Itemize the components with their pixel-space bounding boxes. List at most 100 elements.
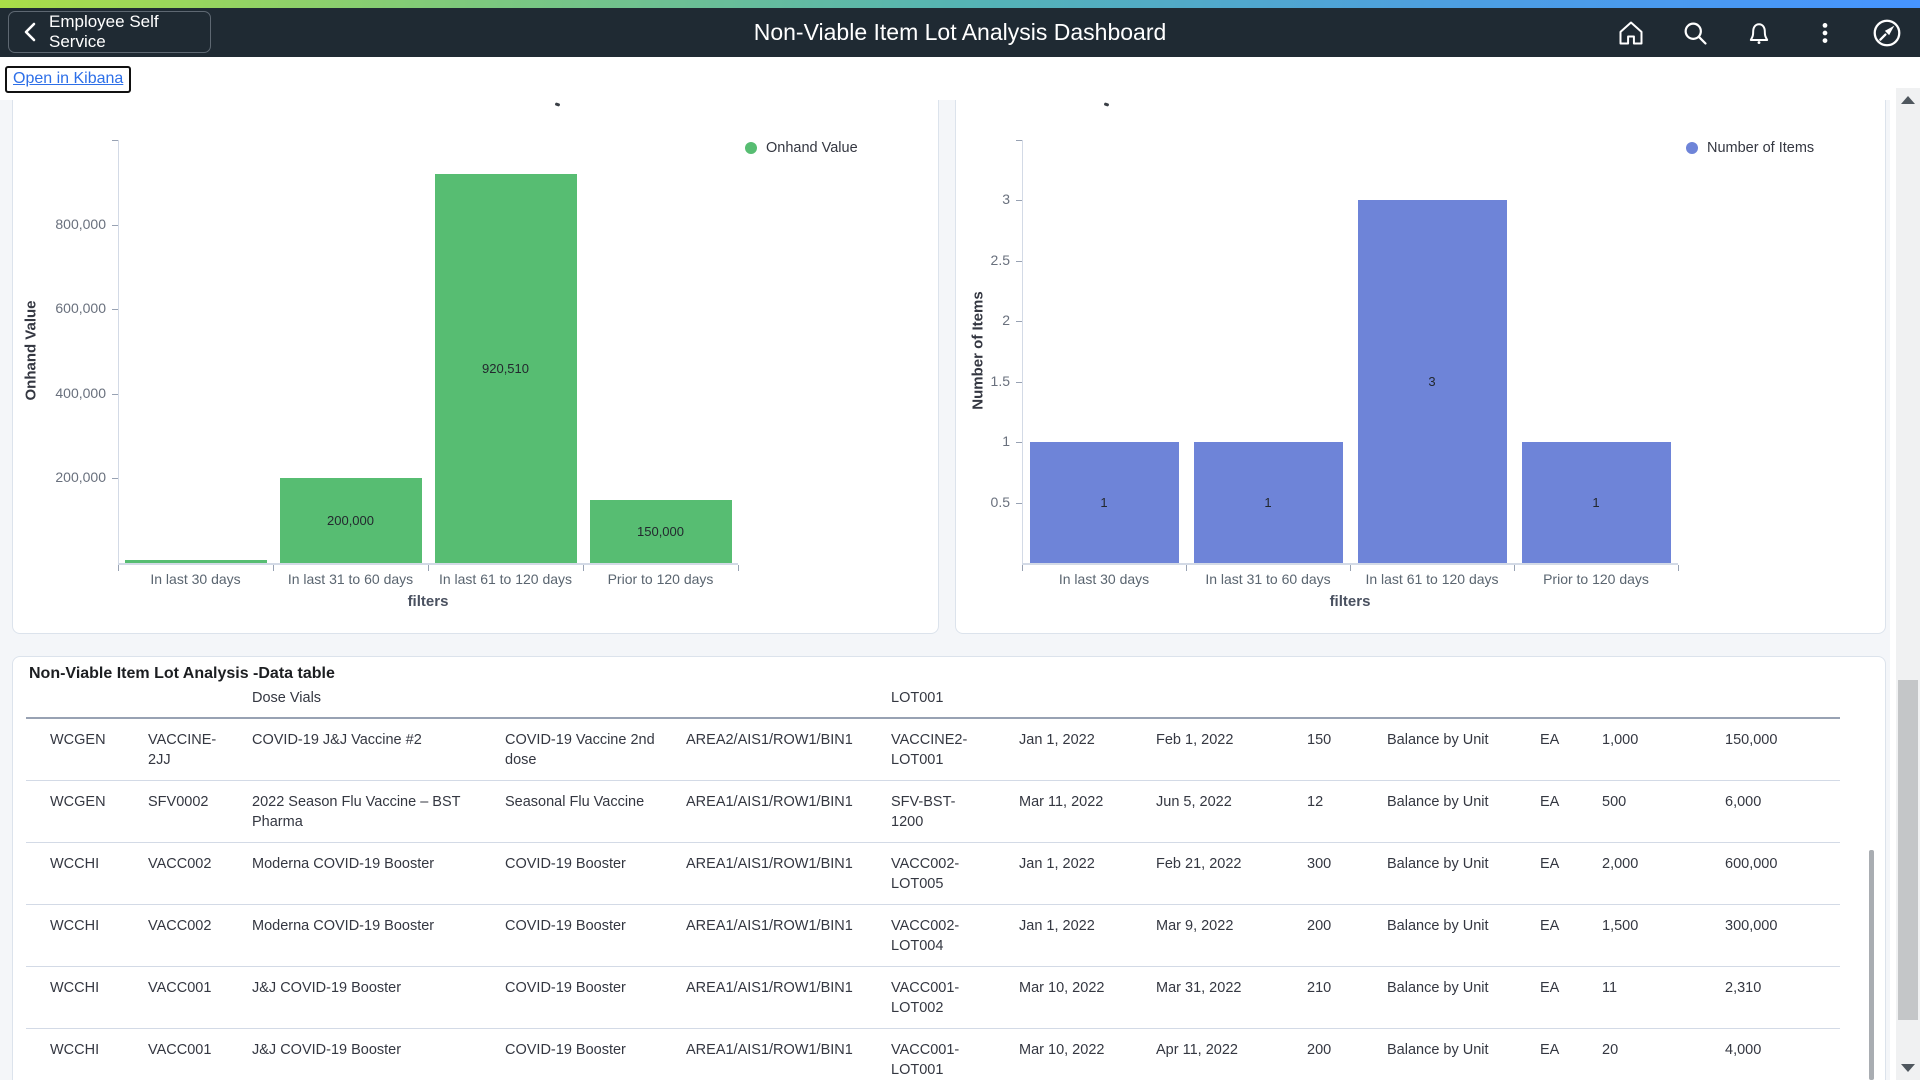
table-row-partial: Dose Vials LOT001 — [26, 677, 1840, 718]
cell-balance-by-unit-link[interactable]: Balance by Unit — [1375, 781, 1528, 843]
bar-In last 31 to 60 days[interactable]: 200,000 — [280, 478, 422, 563]
partial-row-lot: LOT001 — [867, 677, 1007, 718]
empty-cell — [1590, 677, 1701, 718]
partial-row-description: Dose Vials — [240, 677, 493, 718]
chart1-legend[interactable]: Onhand Value — [745, 140, 858, 156]
open-in-kibana-link[interactable]: Open in Kibana — [5, 66, 131, 93]
cell-onhand-value: 6,000 — [1701, 781, 1840, 843]
bar-value-label: 3 — [1428, 374, 1435, 389]
bar-In last 31 to 60 days[interactable]: 1 — [1194, 442, 1343, 563]
cell-days: 150 — [1295, 718, 1375, 781]
cell-onhand-value: 150,000 — [1701, 718, 1840, 781]
table-scrollbar-thumb[interactable] — [1869, 850, 1874, 1080]
y-tick-label: 1.5 — [930, 373, 1010, 389]
cell-uom: EA — [1528, 843, 1590, 905]
cell-lot-id: VACC002-LOT005 — [867, 843, 1007, 905]
cell-uom: EA — [1528, 718, 1590, 781]
cell-onhand-value: 600,000 — [1701, 843, 1840, 905]
cell-creation-date: Jan 1, 2022 — [1007, 718, 1144, 781]
cell-item-id: VACCINE-2JJ — [136, 718, 240, 781]
bar-Prior to 120 days[interactable]: 1 — [1522, 442, 1671, 563]
scroll-up-arrow-icon[interactable] — [1896, 90, 1920, 110]
cell-category: COVID-19 Booster — [493, 905, 674, 967]
cell-onhand-value: 4,000 — [1701, 1029, 1840, 1090]
empty-cell — [26, 677, 136, 718]
notifications-icon[interactable] — [1742, 16, 1776, 50]
cell-balance-by-unit-link[interactable]: Balance by Unit — [1375, 1029, 1528, 1090]
bar-In last 61 to 120 days[interactable]: 3 — [1358, 200, 1507, 563]
empty-cell — [1375, 677, 1528, 718]
chart2-x-axis-title: filters — [1250, 593, 1450, 610]
back-chevron-icon — [23, 22, 37, 42]
chart2-y-axis-title: Number of Items — [970, 286, 987, 416]
cell-balance-by-unit-link[interactable]: Balance by Unit — [1375, 967, 1528, 1029]
cell-business-unit: WCCHI — [26, 905, 136, 967]
header-bar: Non-Viable Item Lot Analysis Dashboard E… — [0, 8, 1920, 57]
bar-In last 61 to 120 days[interactable]: 920,510 — [435, 174, 577, 563]
empty-cell — [674, 677, 867, 718]
y-tick-label: 0.5 — [930, 494, 1010, 510]
y-tick-label: 2.5 — [930, 252, 1010, 268]
y-tick-label: 600,000 — [26, 300, 106, 316]
y-axis-line — [118, 140, 119, 563]
cell-creation-date: Mar 10, 2022 — [1007, 1029, 1144, 1090]
bar-Prior to 120 days[interactable]: 150,000 — [590, 500, 732, 563]
cell-category: COVID-19 Booster — [493, 967, 674, 1029]
chart2-legend[interactable]: Number of Items — [1686, 140, 1814, 156]
cell-quantity: 20 — [1590, 1029, 1701, 1090]
cell-days: 210 — [1295, 967, 1375, 1029]
bar-value-label: 1 — [1592, 495, 1599, 510]
page-scrollbar-thumb[interactable] — [1898, 680, 1918, 1020]
cell-lot-id: SFV-BST-1200 — [867, 781, 1007, 843]
y-tick-label: 3 — [930, 191, 1010, 207]
y-tick-label: 1 — [930, 433, 1010, 449]
search-icon[interactable] — [1678, 16, 1712, 50]
cell-creation-date: Jan 1, 2022 — [1007, 843, 1144, 905]
cell-storage-location: AREA1/AIS1/ROW1/BIN1 — [674, 905, 867, 967]
cell-quantity: 1,000 — [1590, 718, 1701, 781]
cell-days: 200 — [1295, 905, 1375, 967]
cell-storage-location: AREA2/AIS1/ROW1/BIN1 — [674, 718, 867, 781]
scroll-down-arrow-icon[interactable] — [1896, 1058, 1920, 1078]
bar-value-label: 920,510 — [482, 361, 529, 376]
data-table-card: Non-Viable Item Lot Analysis -Data table… — [12, 656, 1886, 1080]
cell-item-id: VACC001 — [136, 967, 240, 1029]
empty-cell — [1528, 677, 1590, 718]
cell-balance-by-unit-link[interactable]: Balance by Unit — [1375, 905, 1528, 967]
cell-lot-id: VACCINE2-LOT001 — [867, 718, 1007, 781]
gradient-strip — [0, 0, 1920, 8]
number-of-items-legend-label: Number of Items — [1707, 140, 1814, 156]
y-tick-label: 200,000 — [26, 469, 106, 485]
cell-business-unit: WCCHI — [26, 967, 136, 1029]
cell-item-description: COVID-19 J&J Vaccine #2 — [240, 718, 493, 781]
cell-days: 300 — [1295, 843, 1375, 905]
cell-item-id: VACC001 — [136, 1029, 240, 1090]
cell-item-description: J&J COVID-19 Booster — [240, 967, 493, 1029]
empty-cell — [136, 677, 240, 718]
cell-expiration-date: Mar 9, 2022 — [1144, 905, 1295, 967]
cell-item-description: 2022 Season Flu Vaccine – BST Pharma — [240, 781, 493, 843]
cell-category: Seasonal Flu Vaccine — [493, 781, 674, 843]
y-axis-line — [1022, 140, 1023, 563]
y-tick-label: 800,000 — [26, 216, 106, 232]
cell-quantity: 1,500 — [1590, 905, 1701, 967]
cell-balance-by-unit-link[interactable]: Balance by Unit — [1375, 843, 1528, 905]
cell-category: COVID-19 Booster — [493, 1029, 674, 1090]
cell-onhand-value: 300,000 — [1701, 905, 1840, 967]
navbar-compass-icon[interactable] — [1870, 16, 1904, 50]
cell-business-unit: WCCHI — [26, 843, 136, 905]
bar-In last 30 days[interactable]: 1 — [1030, 442, 1179, 563]
cell-balance-by-unit-link[interactable]: Balance by Unit — [1375, 718, 1528, 781]
cell-business-unit: WCGEN — [26, 718, 136, 781]
cell-expiration-date: Feb 1, 2022 — [1144, 718, 1295, 781]
back-button[interactable]: Employee Self Service — [8, 11, 211, 53]
chart1-x-axis-title: filters — [328, 593, 528, 610]
more-options-icon[interactable] — [1808, 16, 1842, 50]
cell-uom: EA — [1528, 1029, 1590, 1090]
home-icon[interactable] — [1614, 16, 1648, 50]
